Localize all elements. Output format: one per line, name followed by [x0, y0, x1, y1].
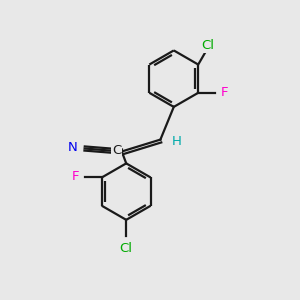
- Text: C: C: [112, 143, 121, 157]
- Text: H: H: [172, 136, 182, 148]
- Text: N: N: [68, 140, 77, 154]
- Text: F: F: [221, 86, 229, 99]
- Text: Cl: Cl: [120, 242, 133, 254]
- Text: Cl: Cl: [201, 38, 214, 52]
- Text: F: F: [72, 170, 80, 183]
